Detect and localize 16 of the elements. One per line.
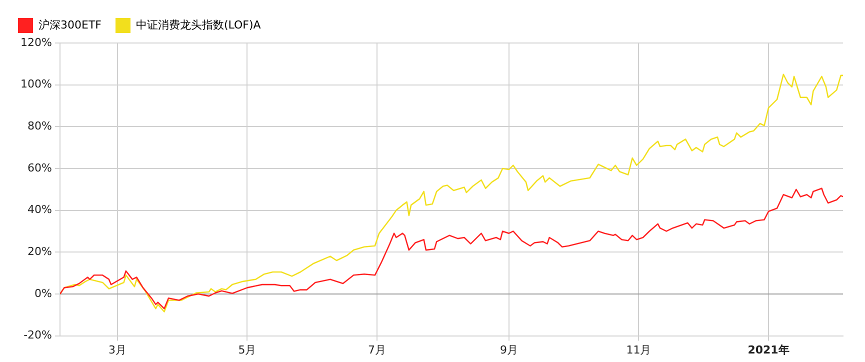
x-tick-label: 2021年 [748,343,790,356]
y-tick-label: 80% [28,120,52,133]
x-tick-label: 7月 [368,343,386,356]
legend-label: 中证消费龙头指数(LOF)A [136,18,262,32]
y-tick-label: 0% [34,286,52,300]
y-tick-label: 20% [28,245,52,258]
y-tick-label: -20% [24,328,52,342]
x-tick-label: 3月 [108,343,126,356]
y-tick-label: 120% [20,36,52,49]
y-tick-label: 40% [28,203,52,216]
legend-label: 沪深300ETF [38,18,102,32]
x-tick-label: 9月 [500,343,518,356]
x-tick-label: 11月 [626,343,652,356]
y-tick-label: 100% [20,78,52,91]
x-tick-label: 5月 [238,343,256,356]
y-tick-label: 60% [28,161,52,174]
